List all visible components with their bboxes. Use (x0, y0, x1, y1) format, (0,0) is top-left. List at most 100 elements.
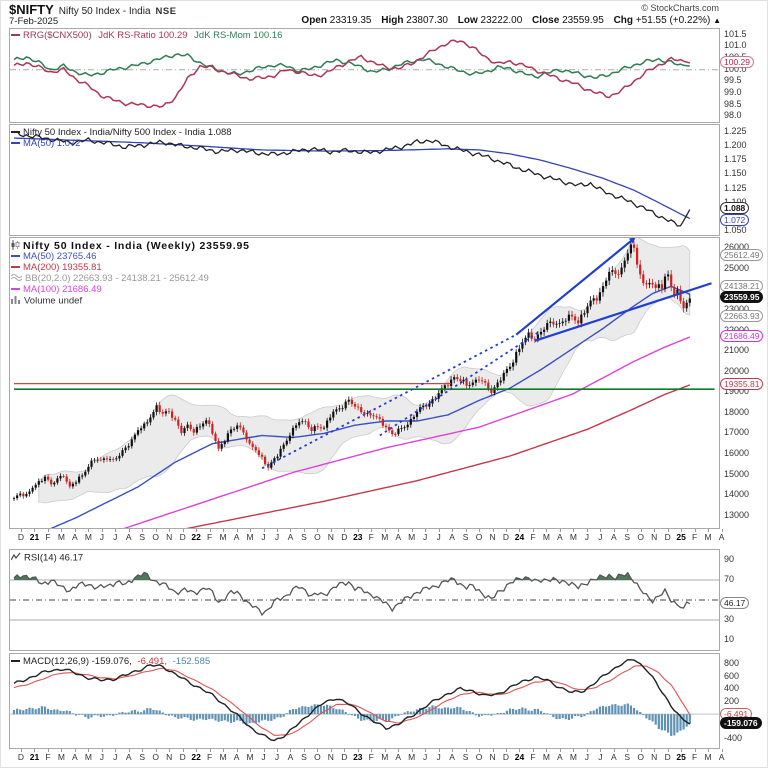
x-month-label: N (166, 752, 173, 762)
x-tick-mark (681, 749, 683, 752)
open-value: 23319.35 (329, 15, 372, 26)
x-month-label: M (569, 532, 577, 542)
x-tick-mark (317, 529, 319, 532)
low-label: Low (457, 15, 478, 26)
copyright: © StockCharts.com (641, 3, 719, 13)
x-tick-mark (101, 749, 103, 752)
y-tick-label: 21000 (724, 345, 750, 356)
axis-value-tag: 22663.93 (720, 309, 764, 322)
x-month-label: N (166, 532, 173, 542)
y-tick-label: 1.050 (724, 225, 747, 236)
x-month-label: 24 (514, 752, 525, 762)
x-tick-mark (681, 529, 683, 532)
x-tick-mark (694, 749, 696, 752)
x-tick-mark (506, 749, 507, 752)
y-tick-label: 26000 (724, 242, 750, 253)
x-tick-mark (654, 529, 656, 532)
x-month-label: S (624, 532, 631, 542)
x-tick-mark (506, 529, 507, 532)
x-tick-mark (142, 749, 144, 752)
x-month-label: J (436, 752, 441, 762)
open-label: Open (301, 15, 327, 26)
x-tick-mark (694, 529, 696, 532)
ratio-y-axis: 1.225 1.200 1.175 1.150 1.125 1.100 1.050 1.088… (720, 124, 767, 236)
x-month-label: O (314, 752, 321, 762)
y-tick-label: 99.5 (724, 75, 742, 86)
x-month-label: J (584, 532, 589, 542)
macd-panel (9, 653, 720, 749)
x-tick-mark (209, 749, 211, 752)
x-month-label: J (274, 752, 280, 762)
y-tick-label: 100.0 (724, 63, 747, 74)
x-month-label: D (341, 752, 348, 762)
x-month-label: F (530, 532, 536, 542)
x-tick-mark (721, 529, 723, 532)
x-tick-mark (196, 529, 198, 532)
axis-value-tag: 46.17 (720, 596, 750, 609)
axis-value-tag: 1.088 (720, 202, 750, 215)
x-tick-mark (546, 749, 548, 752)
x-month-label: O (637, 532, 645, 542)
x-tick-mark (667, 529, 669, 532)
y-tick-label: 90 (724, 554, 735, 564)
price-y-axis: 2600025000240002300022000210002000019000… (720, 237, 767, 529)
y-tick-label: 1.100 (724, 197, 747, 207)
x-month-label: N (651, 752, 658, 762)
macd-label: MACD(12,26,9) -159.076, (23, 656, 132, 667)
x-tick-mark (438, 529, 440, 532)
x-month-label: D (502, 532, 510, 542)
x-month-label: A (287, 752, 294, 762)
x-month-label: F (692, 752, 698, 762)
x-month-label: A (449, 752, 455, 762)
rrg-line-swatch-icon (11, 34, 20, 37)
y-tick-label: 98.5 (724, 98, 742, 109)
volume-icon (11, 295, 21, 307)
x-month-label: 25 (676, 532, 686, 542)
y-tick-label: -400 (724, 733, 743, 744)
y-tick-label: 19000 (724, 386, 750, 397)
x-month-label: M (408, 752, 416, 762)
x-month-label: A (718, 532, 725, 542)
x-tick-mark (317, 749, 319, 752)
x-month-label: N (327, 752, 334, 762)
bb-label: BB(20,2.0) 22663.93 - 24138.21 - 25612.4… (25, 273, 209, 285)
x-month-label: 22 (191, 752, 201, 762)
rrg-legend-name: RRG($CNX500) (23, 30, 92, 41)
x-month-label: M (246, 532, 254, 542)
chart-date: 7-Feb-2025 (9, 16, 59, 27)
y-tick-label: 25000 (724, 262, 750, 273)
x-month-label: 22 (191, 532, 201, 542)
x-axis-months-bottom: D 21 F M A M J J A S O N D 22 F M A M J J A S O N D 23 F M A M J J A S O N D… (9, 749, 724, 766)
x-tick-mark (371, 749, 373, 752)
x-tick-mark (708, 749, 710, 752)
x-month-label: J (436, 532, 441, 542)
axis-value-tag: 25612.49 (720, 249, 764, 262)
x-month-label: O (152, 532, 160, 542)
y-tick-label: 400 (724, 683, 740, 694)
x-tick-mark (613, 529, 615, 532)
rrg-legend: RRG($CNX500) JdK RS-Ratio 100.29 JdK RS-… (11, 30, 282, 41)
x-tick-mark (344, 749, 346, 752)
rsi-chart (10, 571, 719, 621)
symbol-name: Nifty 50 Index - India (58, 6, 151, 17)
x-tick-mark (344, 529, 346, 532)
x-month-label: A (233, 532, 240, 542)
price-chart (12, 238, 715, 528)
x-tick-mark (667, 749, 669, 752)
x-tick-mark (303, 529, 305, 532)
axis-value-tag: 19355.81 (720, 377, 764, 390)
rsi-label: RSI(14) 46.17 (24, 552, 84, 564)
y-tick-label: 1.125 (724, 182, 747, 193)
x-tick-mark (371, 529, 373, 532)
y-tick-label: 13000 (724, 509, 750, 520)
x-month-label: D (664, 532, 671, 542)
y-tick-label: 18000 (724, 406, 750, 417)
x-tick-mark (573, 749, 575, 752)
x-month-label: A (233, 752, 240, 762)
ma200-swatch-icon (11, 266, 20, 269)
x-month-label: A (718, 752, 725, 762)
x-month-label: J (261, 752, 266, 762)
x-tick-mark (492, 749, 494, 752)
x-month-label: N (651, 532, 658, 542)
x-month-label: A (557, 532, 563, 542)
